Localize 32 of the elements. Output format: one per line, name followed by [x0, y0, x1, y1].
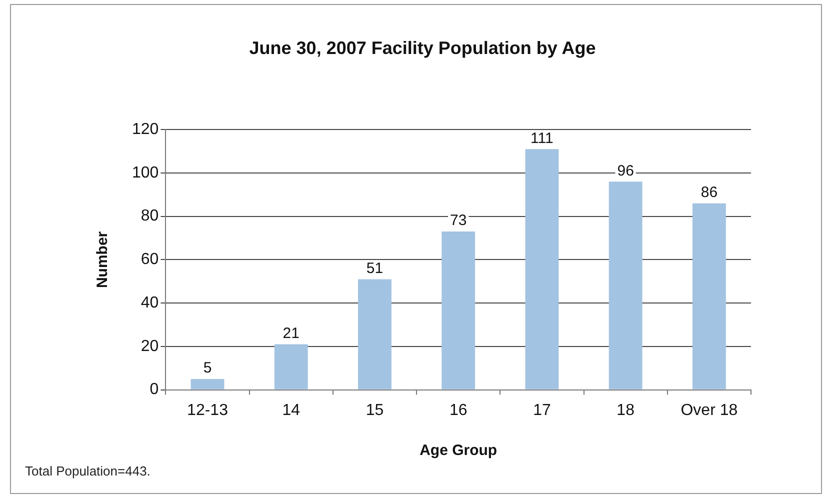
- data-label: 111: [530, 130, 554, 147]
- bar: [608, 182, 642, 390]
- bar: [692, 203, 726, 390]
- x-axis-title: Age Group: [420, 442, 498, 460]
- y-tick-label: 80: [140, 208, 159, 225]
- y-tick-label: 40: [140, 294, 159, 312]
- x-tick-label: 18: [616, 402, 635, 419]
- data-label: 21: [282, 324, 300, 342]
- y-tick-label: 60: [140, 251, 159, 268]
- text: Total Population=443.: [25, 464, 150, 479]
- bar: [190, 378, 224, 390]
- data-label: 86: [700, 184, 718, 201]
- data-label: 96: [617, 162, 634, 180]
- y-tick-label: 0: [150, 381, 159, 398]
- bar: [358, 279, 392, 390]
- y-tick-label: 20: [140, 338, 159, 355]
- x-tick-label: 15: [366, 402, 384, 419]
- x-tick-label: 17: [533, 402, 551, 419]
- x-tick-label: Over 18: [680, 402, 738, 419]
- bar: [442, 232, 476, 390]
- data-label: 5: [203, 360, 212, 377]
- bar: [525, 149, 559, 390]
- y-tick-label: 120: [132, 121, 159, 138]
- data-label: 73: [450, 212, 467, 230]
- y-axis-title: Number: [94, 231, 112, 288]
- x-tick-label: 16: [449, 402, 468, 419]
- x-tick-label: 12-13: [187, 402, 228, 419]
- bar: [274, 344, 308, 390]
- x-tick-label: 14: [282, 402, 300, 419]
- chart-title: June 30, 2007 Facility Population by Age: [249, 38, 596, 58]
- data-label: 51: [366, 260, 384, 277]
- y-tick-label: 100: [132, 164, 159, 182]
